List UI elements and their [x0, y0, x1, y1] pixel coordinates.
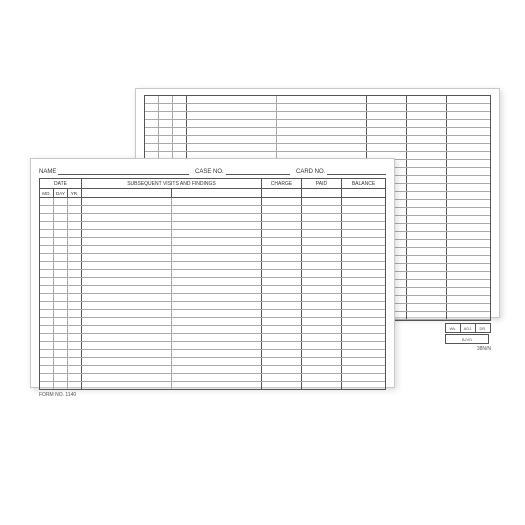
- name-line: [58, 168, 189, 175]
- front-rows: [40, 198, 385, 389]
- findings-header: SUBSEQUENT VISITS AND FINDINGS: [82, 179, 262, 188]
- table-row: [40, 278, 385, 286]
- balance-header: BALANCE: [342, 179, 385, 188]
- header-row: NAME CASE NO. CARD NO.: [39, 165, 386, 175]
- mini-dr: DR.: [476, 324, 490, 332]
- paid-header: PAID: [302, 179, 342, 188]
- findings-b-header: [172, 189, 262, 197]
- grid-header-2: MO. DAY YR.: [40, 189, 385, 198]
- table-row: [145, 112, 490, 120]
- charge-header: CHARGE: [262, 179, 302, 188]
- day-header: DAY: [54, 189, 68, 197]
- table-row: [40, 294, 385, 302]
- mini-wk: Wk.: [446, 324, 461, 332]
- table-row: [40, 254, 385, 262]
- form-no: FORM NO. 1140: [39, 392, 386, 398]
- table-row: [40, 286, 385, 294]
- name-label: NAME: [39, 169, 58, 175]
- paid-sub: [302, 189, 342, 197]
- table-row: [40, 230, 385, 238]
- table-row: [40, 326, 385, 334]
- table-row: [145, 144, 490, 152]
- table-row: [145, 96, 490, 104]
- table-row: [40, 318, 385, 326]
- table-row: [40, 302, 385, 310]
- table-row: [40, 206, 385, 214]
- mo-header: MO.: [40, 189, 54, 197]
- mini-adj: ADJ.: [461, 324, 476, 332]
- table-row: [145, 120, 490, 128]
- findings-a-header: [82, 189, 172, 197]
- table-row: [40, 270, 385, 278]
- cardno-label: CARD NO.: [296, 169, 327, 175]
- table-row: [145, 104, 490, 112]
- caseno-field: CASE NO.: [195, 168, 290, 175]
- back-footer-boxes: Wk. ADJ. DR. BJVD: [445, 323, 491, 344]
- date-header: DATE: [40, 179, 82, 188]
- table-row: [145, 128, 490, 136]
- yr-header: YR.: [68, 189, 82, 197]
- name-field: NAME: [39, 168, 189, 175]
- table-row: [40, 374, 385, 382]
- table-row: [40, 334, 385, 342]
- cardno-line: [327, 168, 386, 175]
- form-card-front: NAME CASE NO. CARD NO. DATE SUBSEQUENT V…: [30, 158, 395, 388]
- caseno-label: CASE NO.: [195, 169, 226, 175]
- table-row: [40, 238, 385, 246]
- front-grid: DATE SUBSEQUENT VISITS AND FINDINGS CHAR…: [39, 178, 386, 390]
- table-row: [40, 366, 385, 374]
- table-row: [145, 136, 490, 144]
- table-row: [40, 198, 385, 206]
- table-row: [40, 262, 385, 270]
- table-row: [40, 350, 385, 358]
- table-row: [40, 382, 385, 389]
- mini-box: Wk. ADJ. DR.: [445, 323, 491, 333]
- table-row: [40, 214, 385, 222]
- table-row: [40, 246, 385, 254]
- table-row: [40, 358, 385, 366]
- grid-header-1: DATE SUBSEQUENT VISITS AND FINDINGS CHAR…: [40, 179, 385, 189]
- balance-sub: [342, 189, 385, 197]
- charge-sub: [262, 189, 302, 197]
- bjvd-box: BJVD: [445, 334, 489, 344]
- product-stage: Wk. ADJ. DR. BJVD 38N/N NAME CASE NO. CA…: [0, 0, 525, 525]
- table-row: [40, 310, 385, 318]
- table-row: [40, 342, 385, 350]
- caseno-line: [226, 168, 290, 175]
- cardno-field: CARD NO.: [296, 168, 386, 175]
- table-row: [40, 222, 385, 230]
